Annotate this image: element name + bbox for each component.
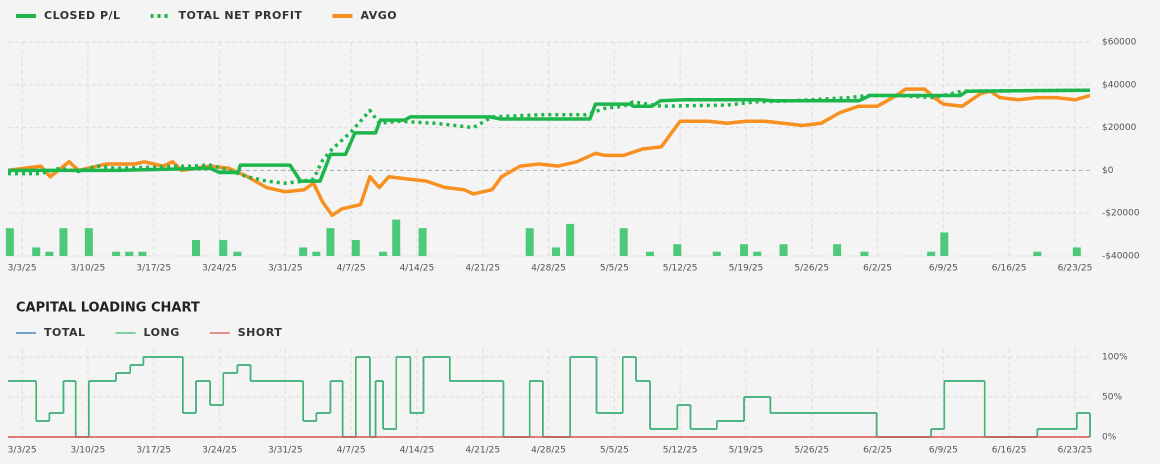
x-tick-label: 3/24/25 bbox=[202, 446, 237, 456]
x-tick-label: 3/17/25 bbox=[136, 446, 171, 456]
bar bbox=[138, 251, 147, 256]
bar bbox=[566, 223, 575, 256]
bar bbox=[59, 228, 68, 256]
bar bbox=[192, 239, 201, 256]
x-tick-label: 3/17/25 bbox=[136, 264, 171, 274]
legend-label: TOTAL NET PROFIT bbox=[179, 9, 303, 22]
bar bbox=[392, 219, 401, 256]
x-tick-label: 4/7/25 bbox=[337, 446, 366, 456]
x-tick-label: 3/24/25 bbox=[202, 264, 237, 274]
x-tick-label: 6/9/25 bbox=[929, 446, 958, 456]
chart-title: CAPITAL LOADING CHART bbox=[16, 301, 200, 316]
bar bbox=[860, 251, 869, 256]
x-tick-label: 6/23/25 bbox=[1058, 264, 1093, 274]
x-tick-label: 5/26/25 bbox=[794, 446, 829, 456]
legend-label: AVGO bbox=[360, 9, 397, 22]
x-tick-label: 6/23/25 bbox=[1058, 446, 1093, 456]
y-tick-label: $0 bbox=[1102, 166, 1114, 176]
x-tick-label: 4/14/25 bbox=[400, 446, 435, 456]
bar bbox=[233, 251, 242, 256]
x-tick-label: 4/28/25 bbox=[531, 264, 566, 274]
x-tick-label: 5/5/25 bbox=[600, 446, 629, 456]
y-tick-label: 0% bbox=[1102, 433, 1117, 443]
x-tick-label: 4/7/25 bbox=[337, 264, 366, 274]
bar bbox=[552, 247, 561, 256]
bar bbox=[753, 251, 762, 256]
x-tick-label: 3/3/25 bbox=[8, 264, 37, 274]
bar bbox=[125, 251, 134, 256]
x-tick-label: 3/10/25 bbox=[71, 264, 106, 274]
bar bbox=[84, 228, 93, 256]
bar bbox=[312, 251, 321, 256]
bar bbox=[326, 228, 335, 256]
x-tick-label: 3/3/25 bbox=[8, 446, 37, 456]
bar bbox=[112, 251, 121, 256]
y-tick-label: -$20000 bbox=[1102, 209, 1140, 219]
legend-label: CLOSED P/L bbox=[44, 9, 121, 22]
bar bbox=[940, 232, 949, 256]
y-tick-label: 50% bbox=[1102, 393, 1122, 403]
x-tick-label: 4/14/25 bbox=[400, 264, 435, 274]
bar bbox=[525, 228, 534, 256]
bar bbox=[32, 247, 41, 256]
x-tick-label: 4/21/25 bbox=[465, 264, 500, 274]
x-tick-label: 6/16/25 bbox=[992, 264, 1027, 274]
x-tick-label: 4/28/25 bbox=[531, 446, 566, 456]
bar bbox=[779, 244, 788, 256]
series-line bbox=[8, 88, 1091, 183]
x-tick-label: 5/12/25 bbox=[663, 446, 698, 456]
x-tick-label: 5/12/25 bbox=[663, 264, 698, 274]
x-tick-label: 6/2/25 bbox=[863, 446, 892, 456]
bar bbox=[1033, 251, 1042, 256]
bar bbox=[351, 239, 360, 256]
y-tick-label: 100% bbox=[1102, 353, 1128, 363]
y-tick-label: $40000 bbox=[1102, 80, 1137, 90]
x-tick-label: 3/31/25 bbox=[268, 264, 303, 274]
y-tick-label: $20000 bbox=[1102, 123, 1137, 133]
x-tick-label: 5/26/25 bbox=[794, 264, 829, 274]
x-tick-label: 5/19/25 bbox=[729, 264, 764, 274]
bar bbox=[673, 244, 682, 256]
x-tick-label: 6/9/25 bbox=[929, 264, 958, 274]
x-tick-label: 6/16/25 bbox=[992, 446, 1027, 456]
x-tick-label: 3/31/25 bbox=[268, 446, 303, 456]
bar bbox=[379, 251, 388, 256]
bar bbox=[5, 228, 14, 256]
bar bbox=[833, 244, 842, 256]
bar bbox=[927, 251, 936, 256]
bar bbox=[619, 228, 628, 256]
x-tick-label: 4/21/25 bbox=[465, 446, 500, 456]
y-tick-label: -$40000 bbox=[1102, 252, 1140, 262]
x-tick-label: 5/19/25 bbox=[729, 446, 764, 456]
x-tick-label: 3/10/25 bbox=[71, 446, 106, 456]
bar bbox=[219, 239, 228, 256]
y-tick-label: $60000 bbox=[1102, 38, 1137, 48]
bar bbox=[418, 228, 427, 256]
bar bbox=[299, 247, 308, 256]
x-tick-label: 6/2/25 bbox=[863, 264, 892, 274]
bar bbox=[740, 244, 749, 256]
x-tick-label: 5/5/25 bbox=[600, 264, 629, 274]
bar bbox=[712, 251, 721, 256]
legend-label: LONG bbox=[144, 326, 180, 339]
legend-label: SHORT bbox=[238, 326, 282, 339]
bar bbox=[1072, 247, 1081, 256]
bar bbox=[646, 251, 655, 256]
legend-label: TOTAL bbox=[44, 326, 86, 339]
bar bbox=[45, 251, 54, 256]
